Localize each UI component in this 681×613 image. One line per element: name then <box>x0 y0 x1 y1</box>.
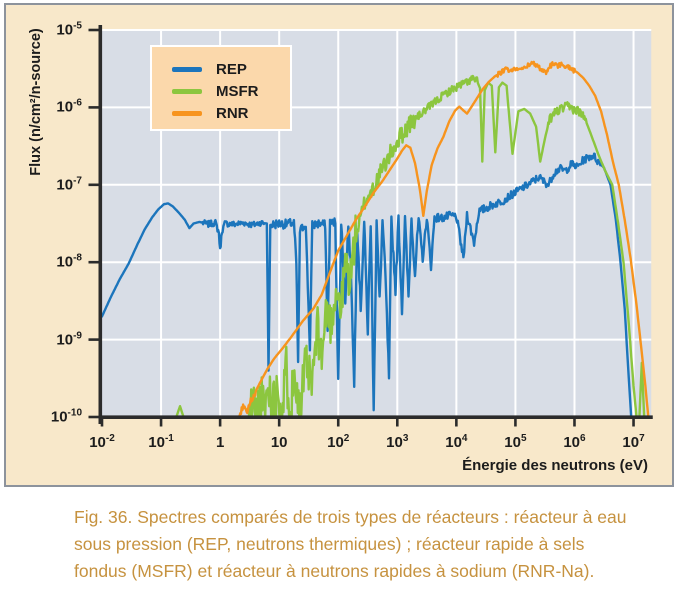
x-tick-label: 10 <box>270 434 288 451</box>
legend-item-rep: REP <box>172 58 290 80</box>
y-tick-label: 10-8 <box>56 252 82 271</box>
y-tick-label: 10-7 <box>56 175 82 194</box>
x-tick-label: 1 <box>215 434 225 451</box>
x-tick-label: 104 <box>445 433 468 452</box>
x-tick-label: 103 <box>386 433 409 452</box>
y-tick-label: 10-9 <box>56 330 82 349</box>
rnr-line-swatch-icon <box>172 110 202 116</box>
x-tick-label: 106 <box>563 433 586 452</box>
axes <box>98 25 653 424</box>
legend-label-rep: REP <box>216 60 247 78</box>
x-tick-label: 102 <box>327 433 350 452</box>
y-tick-label: 10-6 <box>56 97 82 116</box>
legend-item-rnr: RNR <box>172 102 290 124</box>
y-tick-label: 10-5 <box>56 20 82 39</box>
legend-label-rnr: RNR <box>216 104 249 122</box>
series-curve-msfr <box>175 74 646 419</box>
series-curve-rep <box>102 152 633 419</box>
y-tick-label: 10-10 <box>50 407 82 426</box>
spectra-curves <box>102 60 650 419</box>
x-tick-label: 10-1 <box>148 433 174 452</box>
y-axis-title: Flux (n/cm²/n-source) <box>28 28 44 176</box>
x-tick-label: 10-2 <box>89 433 115 452</box>
x-axis-title: Énergie des neutrons (eV) <box>462 457 648 474</box>
figure-caption: Fig. 36. Spectres comparés de trois type… <box>74 507 627 581</box>
figure-panel: Flux (n/cm²/n-source) 10-5 10-6 10-7 10-8 10… <box>4 3 674 487</box>
rep-line-swatch-icon <box>172 66 202 72</box>
legend-item-msfr: MSFR <box>172 80 290 102</box>
x-tick-label: 105 <box>504 433 527 452</box>
chart-legend: REP MSFR RNR <box>150 45 292 131</box>
legend-label-msfr: MSFR <box>216 82 259 100</box>
series-curve-rnr <box>237 60 650 419</box>
msfr-line-swatch-icon <box>172 88 202 94</box>
x-tick-label: 107 <box>622 433 645 452</box>
tick-marks <box>88 28 635 427</box>
